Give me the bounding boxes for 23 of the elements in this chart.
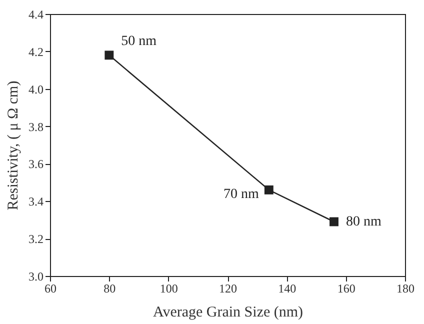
x-tick-label: 60: [44, 282, 56, 296]
annotation: 80 nm: [346, 214, 382, 230]
y-tick-label: 3.0: [28, 270, 44, 284]
point: [330, 217, 338, 226]
annotation: 70 nm: [224, 186, 260, 202]
y-tick-label: 4.4: [28, 8, 44, 22]
y-tick-label: 3.8: [28, 120, 44, 134]
y-tick-label: 3.4: [28, 194, 44, 209]
annotation: 50 nm: [121, 34, 157, 50]
point: [264, 185, 274, 194]
x-axis-title: Average Grain Size (nm): [152, 304, 304, 320]
point: [104, 50, 114, 60]
y-axis-title: Resistivity, ( μ Ω cm): [6, 80, 22, 210]
x-tick-label: 120: [219, 282, 237, 296]
y-tick-label: 3.6: [28, 157, 44, 172]
x-tick-label: 180: [396, 282, 414, 296]
x-tick-label: 100: [160, 282, 178, 296]
y-tick-label: 4.2: [28, 44, 44, 59]
x-tick-label: 160: [337, 282, 356, 296]
y-tick-label: 4.0: [28, 82, 44, 96]
y-tick-label: 3.2: [28, 232, 44, 246]
x-tick-label: 140: [278, 282, 296, 296]
x-tick-label: 80: [104, 282, 116, 296]
